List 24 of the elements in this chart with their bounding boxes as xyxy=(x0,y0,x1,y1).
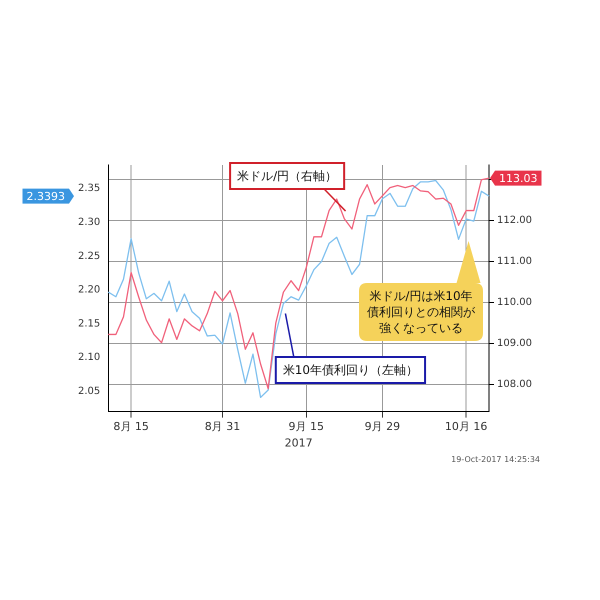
y-tick-label: 2.05 xyxy=(78,386,100,397)
y-tick-label: 2.15 xyxy=(78,318,100,330)
annotation: 米ドル/円は米10年債利回りとの相関が強くなっている xyxy=(366,288,476,337)
y2-tick-label: 109.00 xyxy=(497,338,532,350)
y-tick-label: 2.10 xyxy=(78,352,100,364)
y-tick-label: 2.35 xyxy=(78,183,100,194)
y2-tick-label: 108.00 xyxy=(497,379,532,390)
y-tick-label: 2.25 xyxy=(78,250,100,262)
y-tick-label: 2.30 xyxy=(78,217,100,228)
x-tick-label: 8月 31 xyxy=(204,420,240,434)
x-tick-label: 8月 15 xyxy=(113,420,149,434)
y2-tick-label: 112.00 xyxy=(497,214,532,226)
x-tick-label: 10月 16 xyxy=(444,420,488,434)
x-axis-title: 2017 xyxy=(284,436,313,450)
series-label: 米ドル/円（右軸） xyxy=(237,169,338,184)
y-tick-label: 2.20 xyxy=(78,284,100,296)
series-label: 米10年債利回り（左軸） xyxy=(282,363,418,378)
y2-tick-label: 110.00 xyxy=(497,297,532,308)
data-label: 113.03 xyxy=(499,172,538,185)
text: 2.3393 xyxy=(26,190,66,203)
x-tick-label: 9月 15 xyxy=(288,420,324,434)
y2-tick-label: 111.00 xyxy=(497,256,532,268)
x-tick-label: 9月 29 xyxy=(364,420,400,434)
text: 19-Oct-2017 14:25:34 xyxy=(451,455,540,464)
